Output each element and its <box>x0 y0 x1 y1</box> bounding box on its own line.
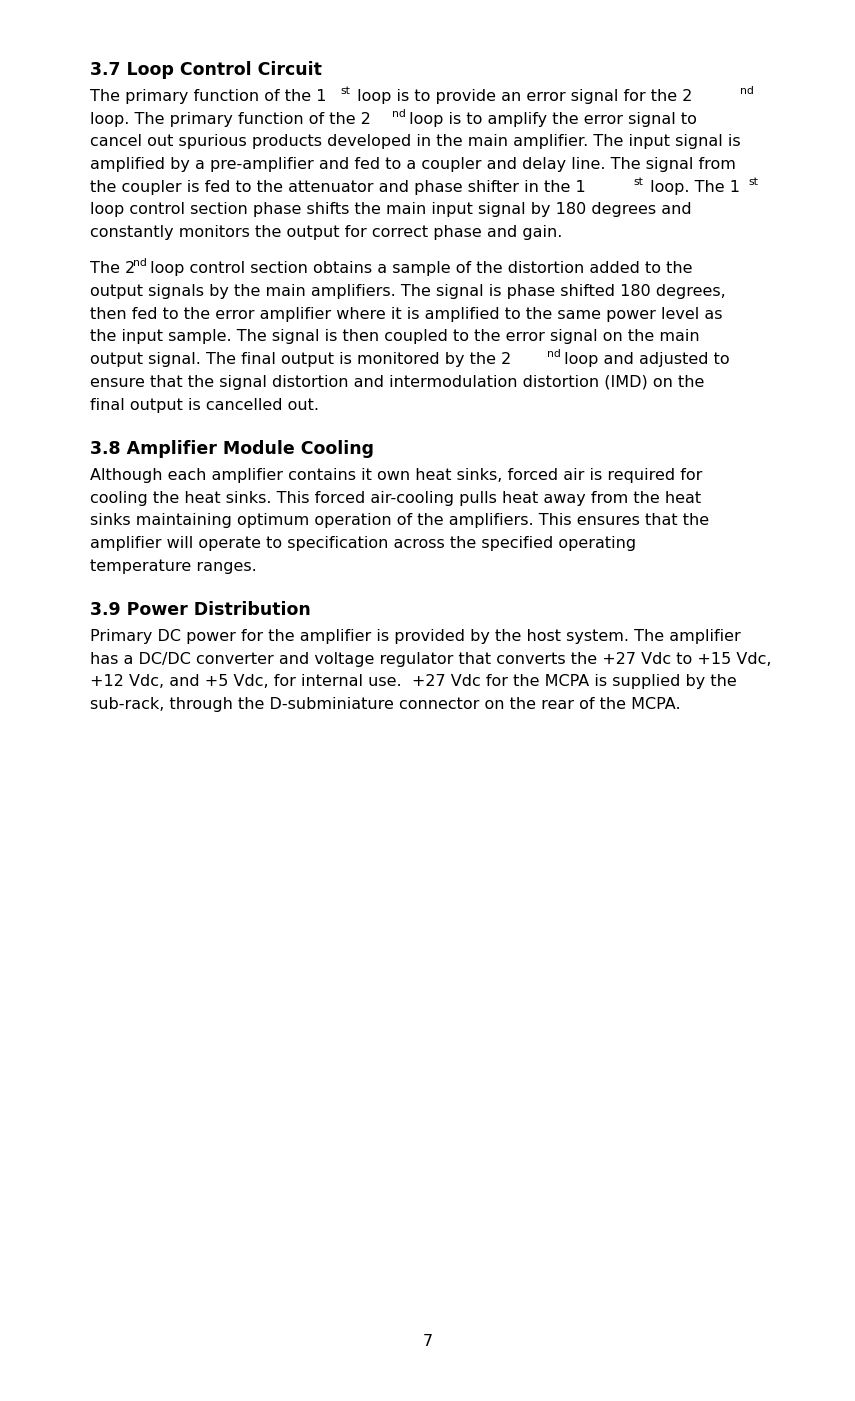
Text: nd: nd <box>740 85 754 95</box>
Text: loop control section phase shifts the main input signal by 180 degrees and: loop control section phase shifts the ma… <box>90 203 697 217</box>
Text: The primary function of the 1: The primary function of the 1 <box>90 90 327 104</box>
Text: loop is to amplify the error signal to: loop is to amplify the error signal to <box>404 112 702 126</box>
Text: has a DC/DC converter and voltage regulator that converts the +27 Vdc to +15 Vdc: has a DC/DC converter and voltage regula… <box>90 651 776 667</box>
Text: sub-rack, through the D-subminiature connector on the rear of the MCPA.: sub-rack, through the D-subminiature con… <box>90 696 681 712</box>
Text: The 2: The 2 <box>90 262 135 276</box>
Text: the coupler is fed to the attenuator and phase shifter in the 1: the coupler is fed to the attenuator and… <box>90 179 586 195</box>
Text: final output is cancelled out.: final output is cancelled out. <box>90 398 319 412</box>
Text: 3.7 Loop Control Circuit: 3.7 Loop Control Circuit <box>90 62 321 78</box>
Text: 7: 7 <box>422 1334 433 1349</box>
Text: loop. The primary function of the 2: loop. The primary function of the 2 <box>90 112 371 126</box>
Text: constantly monitors the output for correct phase and gain.: constantly monitors the output for corre… <box>90 226 563 240</box>
Text: amplified by a pre-amplifier and fed to a coupler and delay line. The signal fro: amplified by a pre-amplifier and fed to … <box>90 157 741 172</box>
Text: +12 Vdc, and +5 Vdc, for internal use.  +27 Vdc for the MCPA is supplied by the: +12 Vdc, and +5 Vdc, for internal use. +… <box>90 674 742 689</box>
Text: amplifier will operate to specification across the specified operating: amplifier will operate to specification … <box>90 535 641 551</box>
Text: nd: nd <box>392 108 406 119</box>
Text: loop. The 1: loop. The 1 <box>646 179 740 195</box>
Text: st: st <box>340 85 350 95</box>
Text: sinks maintaining optimum operation of the amplifiers. This ensures that the: sinks maintaining optimum operation of t… <box>90 513 714 528</box>
Text: the input sample. The signal is then coupled to the error signal on the main: the input sample. The signal is then cou… <box>90 329 705 345</box>
Text: 3.9 Power Distribution: 3.9 Power Distribution <box>90 601 310 619</box>
Text: loop and adjusted to: loop and adjusted to <box>559 352 734 367</box>
Text: nd: nd <box>547 349 561 359</box>
Text: cancel out spurious products developed in the main amplifier. The input signal i: cancel out spurious products developed i… <box>90 134 746 150</box>
Text: st: st <box>749 177 758 186</box>
Text: temperature ranges.: temperature ranges. <box>90 559 256 573</box>
Text: loop is to provide an error signal for the 2: loop is to provide an error signal for t… <box>352 90 693 104</box>
Text: Primary DC power for the amplifier is provided by the host system. The amplifier: Primary DC power for the amplifier is pr… <box>90 629 746 644</box>
Text: st: st <box>634 177 643 186</box>
Text: Although each amplifier contains it own heat sinks, forced air is required for: Although each amplifier contains it own … <box>90 468 707 483</box>
Text: loop control section obtains a sample of the distortion added to the: loop control section obtains a sample of… <box>144 262 698 276</box>
Text: output signals by the main amplifiers. The signal is phase shifted 180 degrees,: output signals by the main amplifiers. T… <box>90 284 731 298</box>
Text: output signal. The final output is monitored by the 2: output signal. The final output is monit… <box>90 352 511 367</box>
Text: cooling the heat sinks. This forced air-cooling pulls heat away from the heat: cooling the heat sinks. This forced air-… <box>90 490 706 506</box>
Text: then fed to the error amplifier where it is amplified to the same power level as: then fed to the error amplifier where it… <box>90 307 728 322</box>
Text: ensure that the signal distortion and intermodulation distortion (IMD) on the: ensure that the signal distortion and in… <box>90 375 710 389</box>
Text: nd: nd <box>133 258 147 268</box>
Text: 3.8 Amplifier Module Cooling: 3.8 Amplifier Module Cooling <box>90 440 374 458</box>
